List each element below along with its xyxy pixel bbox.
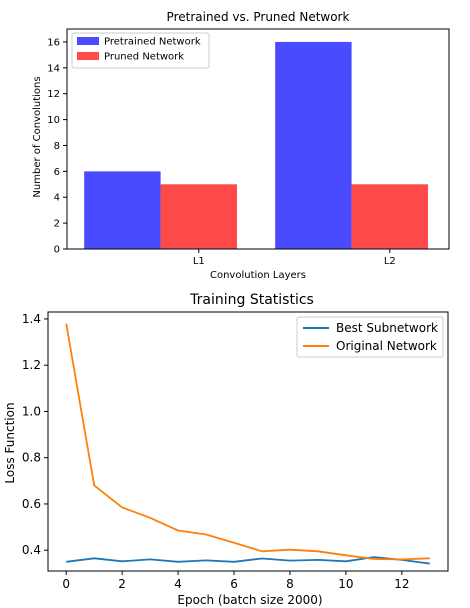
y-tick-label: 12 [47,89,60,100]
legend-box [296,316,444,358]
y-tick-label: 1.4 [22,312,41,326]
x-tick-label: 4 [174,577,182,591]
x-axis-label: Convolution Layers [210,270,306,281]
series-line-best-subnetwork [66,556,430,565]
y-tick-label: 1.0 [22,404,41,418]
chart-title: Pretrained vs. Pruned Network [167,10,350,24]
bar-pretrained-l2 [275,41,352,249]
line-chart: Training Statistics 0 2 4 6 8 10 12 0.4 0.6 0.8 1.… [3,292,449,607]
legend-box [71,32,210,69]
x-tick-label: 0 [62,577,70,591]
plot-frame [66,28,450,250]
legend-swatch [77,37,99,45]
y-tick-label: 2 [54,219,60,230]
x-tick-label: 2 [118,577,126,591]
legend-label: Pretrained Network [104,37,201,48]
bar-pruned-l2 [351,184,428,249]
x-tick-label: L1 [193,256,205,267]
x-tick-label: 8 [286,577,294,591]
y-tick-label: 8 [54,141,60,152]
legend: Best Subnetwork Original Network [296,316,444,358]
plot-frame [47,311,449,572]
y-tick-label: 16 [47,37,60,48]
x-tick-label: 12 [394,577,409,591]
x-tick-label: L2 [384,256,396,267]
x-axis-label: Epoch (batch size 2000) [177,593,322,607]
bar-pruned-l1 [160,184,237,249]
y-axis-label: Loss Function [3,402,17,483]
legend-label: Best Subnetwork [336,321,438,335]
legend-label: Pruned Network [104,52,184,63]
y-tick-label: 6 [54,167,60,178]
chart-title: Training Statistics [189,292,314,308]
y-tick-label: 1.2 [22,358,41,372]
y-tick-label: 4 [54,193,60,204]
legend: Pretrained Network Pruned Network [71,32,210,69]
y-axis-label: Number of Convolutions [32,76,43,197]
series-line-original-network [65,323,430,561]
y-tick-label: 0.6 [22,497,41,511]
y-tick-label: 10 [47,115,60,126]
y-tick-label: 0.4 [22,543,41,557]
bar-chart: Pretrained vs. Pruned Network L1 L2 0 2 4 6 8 1… [32,10,450,281]
x-tick-label: 6 [230,577,238,591]
y-tick-label: 0 [54,245,60,256]
x-tick-label: 10 [338,577,353,591]
y-tick-label: 14 [47,63,60,74]
legend-label: Original Network [336,339,437,353]
bar-pretrained-l1 [84,171,161,249]
legend-swatch [77,52,99,60]
y-tick-label: 0.8 [22,451,41,465]
